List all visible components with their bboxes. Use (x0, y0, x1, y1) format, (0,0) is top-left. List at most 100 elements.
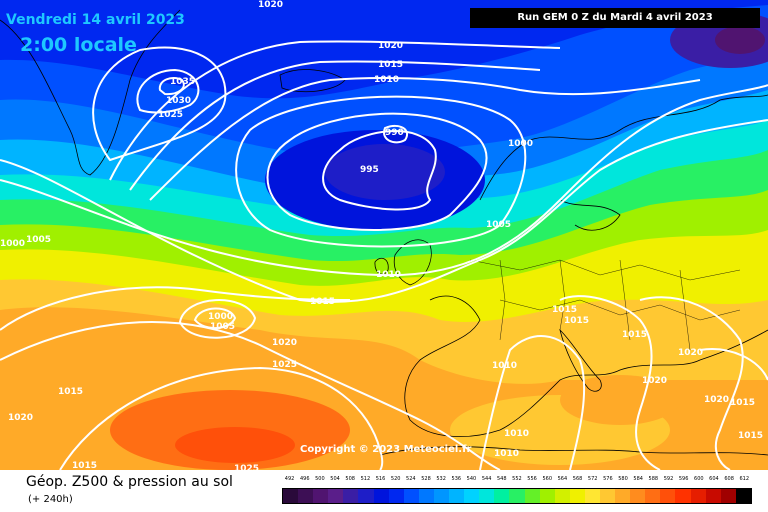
isobar-1000 (266, 112, 488, 231)
isobar-1035 (158, 77, 185, 96)
upper-low-ne-core (715, 26, 765, 54)
north-africa (379, 446, 768, 456)
legend-tick-label: 532 (436, 476, 446, 482)
isobar-label: 1025 (272, 360, 297, 370)
isobar-label: 1005 (210, 322, 235, 332)
isobar-1025-s (59, 366, 384, 470)
legend-swatch (554, 489, 570, 503)
isobar-label: 1020 (258, 0, 283, 10)
legend-swatch (675, 489, 691, 503)
isobar-1010-se (479, 335, 586, 470)
map-title: Géop. Z500 & pression au sol (26, 474, 233, 490)
legend-tick-label: 564 (557, 476, 568, 482)
isobar-label: 1020 (678, 348, 703, 358)
legend-tick-label: 512 (360, 476, 371, 482)
isobar-label: 1010 (376, 270, 401, 280)
legend-swatch (328, 489, 344, 503)
pressure-geopotential-map: 1020 1020 1015 1010 1035 1030 1025 990 9… (0, 0, 768, 470)
legend-tick-label: 516 (375, 476, 386, 482)
isobar-label: 1010 (494, 449, 519, 459)
isobar-1015-sw (0, 286, 351, 331)
legend-swatch (630, 489, 646, 503)
legend-swatch (735, 489, 751, 503)
legend-tick-label: 560 (542, 476, 552, 482)
isobars (0, 40, 768, 470)
isobar-label: 1015 (58, 387, 83, 397)
isobar-label: 990 (385, 128, 404, 138)
legend-swatch (509, 489, 525, 503)
isobar-1010-n (149, 77, 701, 201)
legend-tick-label: 604 (709, 476, 719, 482)
legend-tick-label: 572 (587, 476, 598, 482)
legend-swatches (282, 488, 752, 504)
isobar-label: 1015 (378, 60, 403, 70)
legend-tick-labels: 492 496 500 504 508 512 516 520 524 528 532 536 540 5… (282, 476, 752, 486)
isobar-label: 1015 (310, 297, 335, 307)
isobar-label: 1010 (492, 361, 517, 371)
isobar-label: 1000 (508, 139, 533, 149)
isobar-label: 1025 (158, 110, 183, 120)
warm-ridge-se (560, 375, 680, 425)
legend-tick-label: 580 (618, 476, 628, 482)
isobar-label: 995 (360, 165, 379, 175)
legend-swatch (373, 489, 389, 503)
warm-ridge-sw-core (175, 427, 295, 463)
italy (559, 328, 602, 392)
isobar-label: 1015 (622, 330, 647, 340)
legend-tick-label: 492 (284, 476, 295, 482)
legend-tick-label: 540 (466, 476, 477, 482)
isobar-label: 1030 (166, 96, 191, 106)
legend-swatch (464, 489, 480, 503)
legend-swatch (449, 489, 465, 503)
legend-swatch (283, 489, 299, 503)
legend-swatch (615, 489, 631, 503)
model-run-label: Run GEM 0 Z du Mardi 4 avril 2023 (470, 8, 760, 28)
british-isles (393, 239, 432, 286)
legend-tick-label: 568 (572, 476, 583, 482)
legend-tick-label: 548 (496, 476, 507, 482)
borders (469, 259, 741, 351)
legend-tick-label: 504 (330, 476, 340, 482)
legend-swatch (433, 489, 450, 503)
isobar-label: 1010 (504, 429, 529, 439)
isobar-label: 1020 (704, 395, 729, 405)
isobar-990 (383, 124, 408, 144)
isobar-1020-se (639, 296, 744, 470)
isobar-label: 1015 (738, 431, 763, 441)
isobar-1020-s (0, 321, 501, 470)
legend-tick-label: 536 (451, 476, 462, 482)
legend-swatch (298, 489, 314, 503)
legend-tick-label: 524 (406, 476, 416, 482)
color-scale-legend: 492 496 500 504 508 512 516 520 524 528 532 536 540 5… (282, 476, 752, 508)
isobar-1015-n (129, 60, 541, 191)
legend-swatch (403, 489, 419, 503)
isobar-low-1005 (178, 299, 257, 339)
legend-swatch (358, 489, 374, 503)
legend-tick-label: 588 (648, 476, 659, 482)
legend-tick-label: 528 (421, 476, 431, 482)
isobar-label: 1035 (170, 77, 195, 87)
isobar-label: 1020 (272, 338, 297, 348)
legend-swatch (690, 489, 706, 503)
isobar-1030 (136, 68, 200, 114)
legend-tick-label: 508 (345, 476, 355, 482)
legend-swatch (584, 489, 600, 503)
isobar-label: 1020 (8, 413, 33, 423)
forecast-local-time: 2:00 locale (20, 34, 137, 56)
legend-swatch (524, 489, 540, 503)
legend-tick-label: 600 (694, 476, 704, 482)
forecast-date: Vendredi 14 avril 2023 (6, 12, 185, 28)
isobar-label: 1025 (234, 464, 259, 470)
isobar-label: 1020 (378, 41, 403, 51)
isobar-1005 (235, 95, 527, 248)
greenland-coast (0, 9, 181, 176)
legend-swatch (388, 489, 404, 503)
legend-tick-label: 608 (724, 476, 734, 482)
legend-swatch (539, 489, 555, 503)
isobar-label: 1015 (72, 461, 97, 470)
isobar-label: 1005 (486, 220, 511, 230)
scandinavia-coast (479, 94, 768, 201)
legend-swatch (418, 489, 434, 503)
legend-tick-label: 556 (527, 476, 537, 482)
